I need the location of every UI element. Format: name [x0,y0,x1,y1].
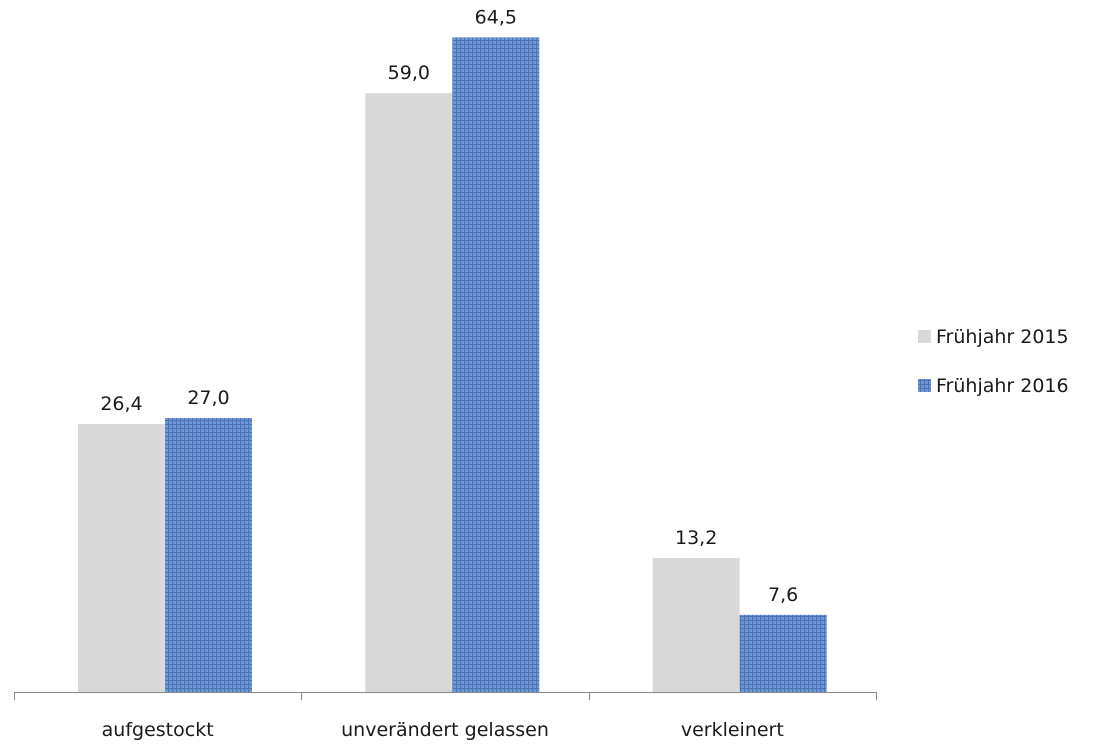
legend-label-2: Frühjahr 2016 [936,375,1069,397]
legend-label-1: Frühjahr 2015 [936,326,1069,348]
bar-2-3 [739,614,827,692]
plot-area: 26,4 59,0 13,2 27,0 64,5 7,6 [78,6,827,692]
legend-swatch-1 [918,330,931,343]
data-label-1-1: 26,4 [100,393,142,415]
x-tick-label-2: unverändert gelassen [341,719,549,741]
data-label-2-2: 64,5 [475,6,517,28]
legend-swatch-2 [918,379,931,392]
data-label-2-1: 27,0 [187,387,229,409]
x-tick-label-3: verkleinert [681,719,784,741]
x-tick-label-1: aufgestockt [102,719,214,741]
data-label-1-2: 59,0 [388,62,430,84]
x-axis: aufgestockt unverändert gelassen verkleine… [14,692,877,741]
bar-1-2 [365,93,453,692]
data-label-2-3: 7,6 [768,584,798,606]
data-label-1-3: 13,2 [675,527,717,549]
bar-1-3 [652,558,740,692]
bar-1-1 [78,424,165,692]
legend: Frühjahr 2015 Frühjahr 2016 [918,326,1069,397]
bar-2-1 [165,417,252,692]
bar-2-2 [452,37,540,692]
